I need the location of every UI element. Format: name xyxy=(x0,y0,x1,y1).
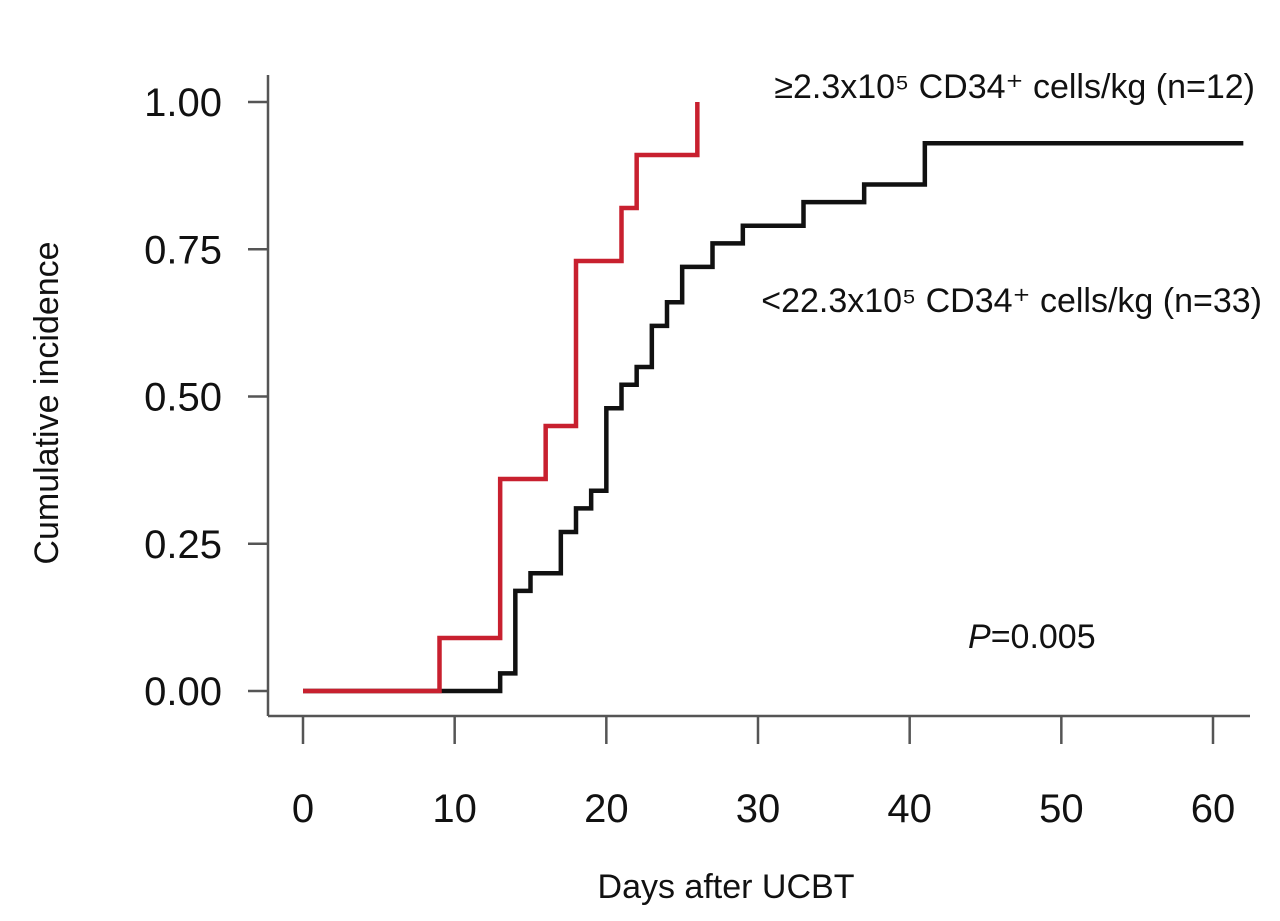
y-tick-label: 0.00 xyxy=(144,670,222,714)
series-line-red xyxy=(303,102,700,694)
y-tick-label: 0.25 xyxy=(144,523,222,567)
x-tick-label: 50 xyxy=(1039,787,1084,831)
y-axis-title: Cumulative incidence xyxy=(28,241,66,564)
x-axis-title: Days after UCBT xyxy=(598,868,855,906)
x-axis-ticks: 0 10 20 30 40 50 60 xyxy=(292,716,1235,831)
x-tick-label: 10 xyxy=(432,787,477,831)
x-tick-label: 30 xyxy=(736,787,781,831)
x-tick-label: 60 xyxy=(1191,787,1236,831)
p-value-number: =0.005 xyxy=(991,618,1096,656)
legend-label-red-series: ≥2.3x10⁵ CD34⁺ cells/kg (n=12) xyxy=(774,68,1255,106)
p-value-annotation: P=0.005 xyxy=(968,618,1096,656)
y-tick-label: 0.75 xyxy=(144,228,222,272)
legend-label-black-series: <22.3x10⁵ CD34⁺ cells/kg (n=33) xyxy=(761,282,1262,320)
y-tick-label: 0.50 xyxy=(144,376,222,420)
series-line-black xyxy=(303,140,1244,694)
x-tick-label: 0 xyxy=(292,787,314,831)
y-tick-label: 1.00 xyxy=(144,81,222,125)
series-layer xyxy=(303,102,1244,694)
x-tick-label: 20 xyxy=(584,787,629,831)
y-axis-ticks: 0.00 0.25 0.50 0.75 1.00 xyxy=(144,81,268,714)
x-tick-label: 40 xyxy=(887,787,932,831)
p-value-label: P xyxy=(968,618,991,656)
